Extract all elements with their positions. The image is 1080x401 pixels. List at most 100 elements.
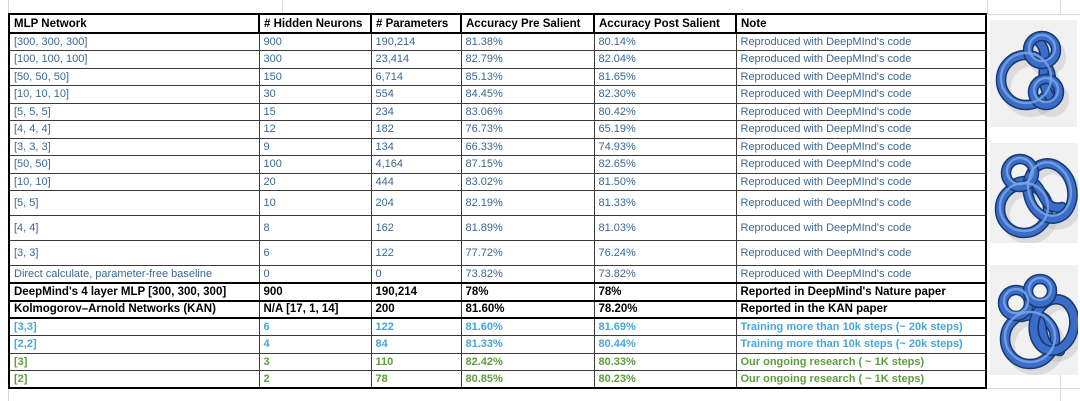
table-cell[interactable]: 122 [370,240,462,266]
table-cell[interactable]: 190,214 [370,32,462,51]
table-cell[interactable]: 83.02% [460,172,595,191]
table-cell[interactable]: Reproduced with DeepMInd's code [735,137,987,156]
column-header[interactable]: Accuracy Post Salient [593,13,737,34]
table-cell[interactable]: 87.15% [460,155,595,174]
table-cell[interactable]: 81.38% [460,32,595,51]
knot-image-1[interactable] [990,20,1077,127]
table-cell[interactable]: 162 [370,215,462,241]
table-cell[interactable]: 80.14% [593,32,737,51]
table-cell[interactable]: Our ongoing research ( ~ 1K steps) [735,370,987,389]
table-cell[interactable]: 2 [258,370,372,389]
table-cell[interactable]: Direct calculate, parameter-free baselin… [8,265,260,284]
table-cell[interactable]: Reproduced with DeepMInd's code [735,240,987,266]
table-cell[interactable]: Reproduced with DeepMInd's code [735,215,987,241]
table-cell[interactable]: 100 [258,155,372,174]
table-cell[interactable]: 80.42% [593,102,737,121]
table-cell[interactable]: [4, 4, 4] [8,120,260,139]
column-header[interactable]: MLP Network [8,13,260,34]
table-cell[interactable]: [50, 50, 50] [8,67,260,86]
table-cell[interactable]: 73.82% [593,265,737,284]
table-cell[interactable]: 74.93% [593,137,737,156]
table-cell[interactable]: 81.60% [460,317,595,336]
table-cell[interactable]: 444 [370,172,462,191]
table-cell[interactable]: 82.19% [460,190,595,216]
table-cell[interactable]: Reported in the KAN paper [735,299,987,319]
table-cell[interactable]: 77.72% [460,240,595,266]
table-cell[interactable]: Reproduced with DeepMInd's code [735,120,987,139]
table-cell[interactable]: [10, 10] [8,172,260,191]
table-cell[interactable]: 84 [370,335,462,354]
knot-image-2[interactable] [990,143,1078,243]
table-cell[interactable]: 0 [258,265,372,284]
table-cell[interactable]: 84.45% [460,85,595,104]
table-cell[interactable]: 82.65% [593,155,737,174]
table-cell[interactable]: Training more than 10k steps (~ 20k step… [735,335,987,354]
column-header[interactable]: # Parameters [370,13,462,34]
table-cell[interactable]: 66.33% [460,137,595,156]
table-cell[interactable]: Reproduced with DeepMInd's code [735,265,987,284]
table-cell[interactable]: [2] [8,370,260,389]
table-cell[interactable]: 3 [258,352,372,371]
table-cell[interactable]: [3, 3] [8,240,260,266]
table-cell[interactable]: 12 [258,120,372,139]
table-cell[interactable]: N/A [17, 1, 14] [258,299,372,319]
table-cell[interactable]: 81.33% [460,335,595,354]
table-cell[interactable]: 81.60% [460,299,595,319]
table-cell[interactable]: 82.04% [593,50,737,69]
table-cell[interactable]: [50, 50] [8,155,260,174]
table-cell[interactable]: Reproduced with DeepMInd's code [735,102,987,121]
table-cell[interactable]: 6,714 [370,67,462,86]
table-cell[interactable]: 900 [258,282,372,302]
table-cell[interactable]: 15 [258,102,372,121]
table-cell[interactable]: 300 [258,50,372,69]
table-cell[interactable]: Our ongoing research ( ~ 1K steps) [735,352,987,371]
table-cell[interactable]: 234 [370,102,462,121]
table-cell[interactable]: 134 [370,137,462,156]
table-cell[interactable]: 6 [258,240,372,266]
table-cell[interactable]: 82.79% [460,50,595,69]
table-cell[interactable]: [3, 3, 3] [8,137,260,156]
table-cell[interactable]: 81.69% [593,317,737,336]
table-cell[interactable]: 81.65% [593,67,737,86]
table-cell[interactable]: 23,414 [370,50,462,69]
table-cell[interactable]: 78% [593,282,737,302]
table-cell[interactable]: [4, 4] [8,215,260,241]
table-cell[interactable]: 0 [370,265,462,284]
table-cell[interactable]: 83.06% [460,102,595,121]
table-cell[interactable]: [5, 5] [8,190,260,216]
table-cell[interactable]: Reproduced with DeepMInd's code [735,155,987,174]
table-cell[interactable]: Reproduced with DeepMInd's code [735,50,987,69]
table-cell[interactable]: 76.24% [593,240,737,266]
table-cell[interactable]: Reported in DeepMind's Nature paper [735,282,987,302]
table-cell[interactable]: 80.44% [593,335,737,354]
table-cell[interactable]: 81.33% [593,190,737,216]
table-cell[interactable]: 85.13% [460,67,595,86]
table-cell[interactable]: 73.82% [460,265,595,284]
table-cell[interactable]: 4 [258,335,372,354]
table-cell[interactable]: 78.20% [593,299,737,319]
table-cell[interactable]: 81.50% [593,172,737,191]
table-cell[interactable]: 78% [460,282,595,302]
table-cell[interactable]: 900 [258,32,372,51]
table-cell[interactable]: 65.19% [593,120,737,139]
table-cell[interactable]: [5, 5, 5] [8,102,260,121]
table-cell[interactable]: Reproduced with DeepMInd's code [735,172,987,191]
table-cell[interactable]: 80.85% [460,370,595,389]
table-cell[interactable]: Training more than 10k steps (~ 20k step… [735,317,987,336]
table-cell[interactable]: 80.33% [593,352,737,371]
table-cell[interactable]: [100, 100, 100] [8,50,260,69]
table-cell[interactable]: 78 [370,370,462,389]
table-cell[interactable]: 6 [258,317,372,336]
table-cell[interactable]: 200 [370,299,462,319]
table-cell[interactable]: 82.42% [460,352,595,371]
table-cell[interactable]: 150 [258,67,372,86]
table-cell[interactable]: 554 [370,85,462,104]
table-cell[interactable]: 190,214 [370,282,462,302]
knot-image-3[interactable] [990,265,1078,375]
table-cell[interactable]: Reproduced with DeepMInd's code [735,67,987,86]
table-cell[interactable]: 9 [258,137,372,156]
column-header[interactable]: Accuracy Pre Salient [460,13,595,34]
table-cell[interactable]: 110 [370,352,462,371]
table-cell[interactable]: 82.30% [593,85,737,104]
table-cell[interactable]: Reproduced with DeepMInd's code [735,85,987,104]
